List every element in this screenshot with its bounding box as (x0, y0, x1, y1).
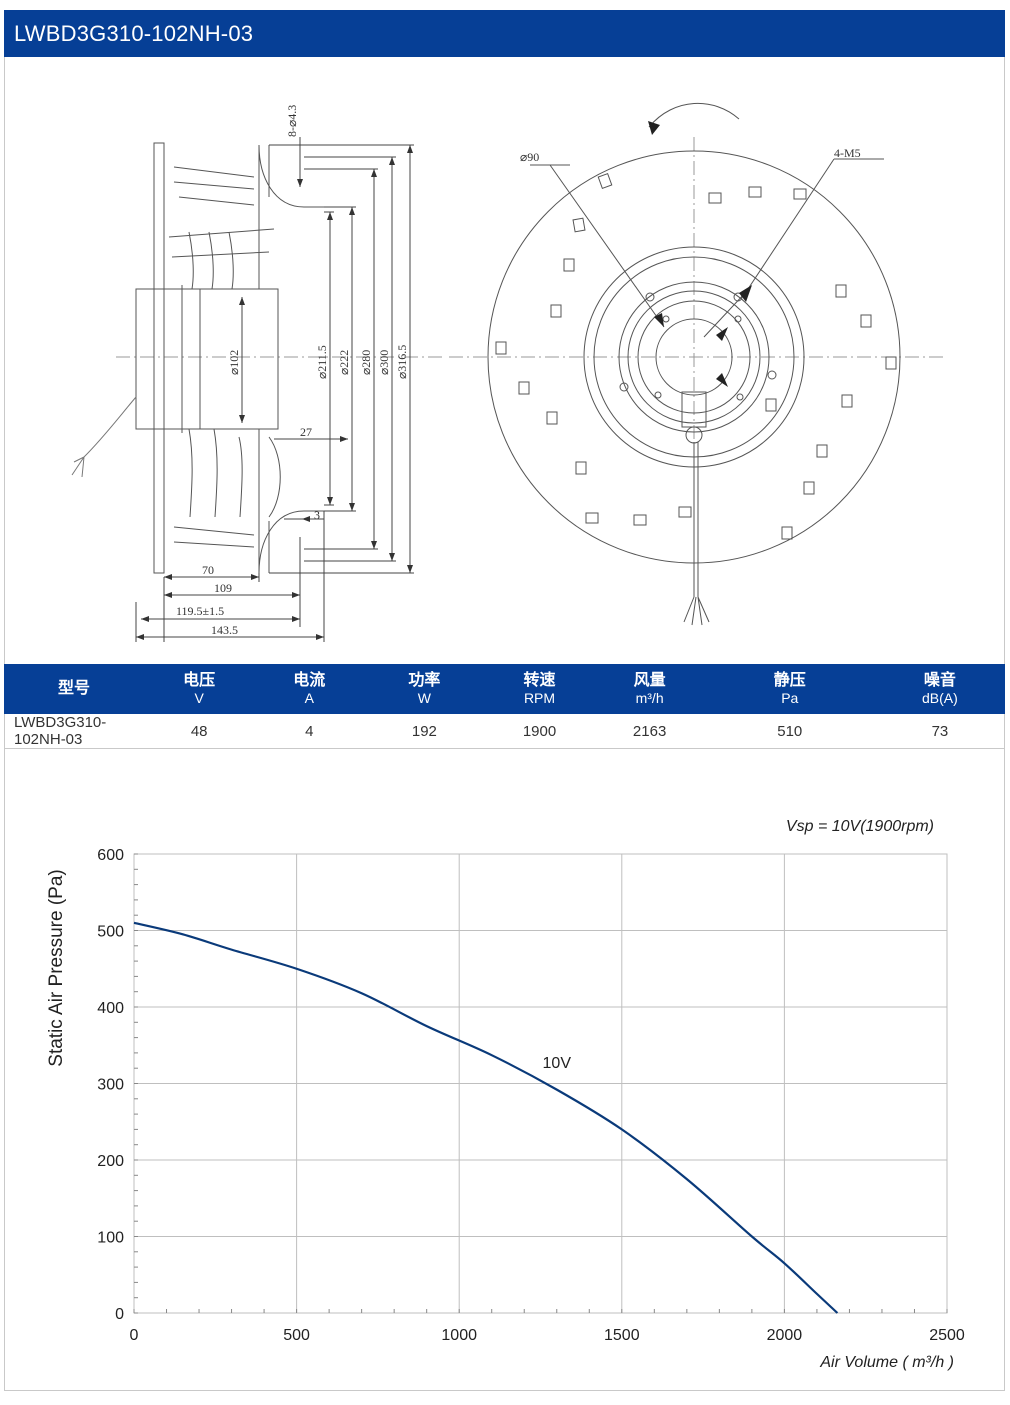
cell-noise: 73 (874, 714, 1005, 749)
spec-table: 型号 电压 V 电流 A 功率 W 转速 RPM 风量 m³/h 静压 Pa 噪音 dB(A)… (4, 664, 1005, 749)
header-voltage: 电压 V (144, 664, 255, 714)
grid-layer (133, 853, 948, 1314)
spec-row: LWBD3G310-102NH-03 48 4 192 1900 2163 51… (4, 714, 1005, 749)
y-tick-label: 100 (97, 1230, 124, 1247)
chart-annotation: Vsp = 10V(1900rpm) (786, 818, 934, 835)
header-model: 型号 (4, 664, 145, 714)
dim-motor-diameter: ⌀102 (227, 350, 241, 375)
dim-280: ⌀280 (359, 350, 373, 375)
y-tick-label: 200 (97, 1153, 124, 1170)
cell-voltage: 48 (144, 714, 255, 749)
header-speed: 转速 RPM (484, 664, 595, 714)
x-axis-label: Air Volume ( m³/h ) (819, 1354, 954, 1371)
dim-90: ⌀90 (520, 150, 539, 164)
header-power: 功率 W (364, 664, 485, 714)
dim-m5: 4-M5 (834, 146, 861, 160)
fan-dimension-drawing: 8-⌀4.3 ⌀102 ⌀211.5 ⌀222 ⌀280 ⌀300 ⌀316.5… (71, 102, 944, 642)
header-pressure: 静压 Pa (704, 664, 875, 714)
x-tick-label: 2000 (767, 1327, 803, 1344)
header-current: 电流 A (254, 664, 365, 714)
x-tick-label: 1000 (441, 1327, 477, 1344)
cell-model: LWBD3G310-102NH-03 (4, 714, 145, 749)
y-axis-label: Static Air Pressure (Pa) (46, 869, 67, 1066)
dim-70: 70 (202, 563, 214, 577)
front-view-arrows (648, 121, 752, 387)
y-tick-label: 0 (115, 1306, 124, 1323)
dim-holes: 8-⌀4.3 (285, 105, 299, 137)
dim-3: 3 (314, 508, 320, 522)
page-title: LWBD3G310-102NH-03 (4, 10, 1005, 57)
cell-power: 192 (364, 714, 485, 749)
header-airflow: 风量 m³/h (594, 664, 705, 714)
side-view (71, 137, 444, 642)
cell-speed: 1900 (484, 714, 595, 749)
header-noise: 噪音 dB(A) (874, 664, 1005, 714)
dim-143: 143.5 (211, 623, 238, 637)
dim-27: 27 (300, 425, 312, 439)
series-line-10V (133, 921, 839, 1314)
y-tick-label: 400 (97, 1000, 124, 1017)
dim-119: 119.5±1.5 (176, 604, 224, 618)
performance-chart: 0 500 1000 1500 2000 2500 0 100 200 300 400 500 600 … (4, 743, 1005, 1391)
dim-222: ⌀222 (337, 350, 351, 375)
front-view (449, 102, 944, 626)
spec-header-row: 型号 电压 V 电流 A 功率 W 转速 RPM 风量 m³/h 静压 Pa 噪音 dB(A) (4, 664, 1005, 714)
x-tick-label: 0 (130, 1327, 139, 1344)
x-tick-label: 1500 (604, 1327, 640, 1344)
series-layer: 10V (133, 921, 839, 1314)
cell-airflow: 2163 (594, 714, 705, 749)
cell-current: 4 (254, 714, 365, 749)
technical-drawing: 8-⌀4.3 ⌀102 ⌀211.5 ⌀222 ⌀280 ⌀300 ⌀316.5… (4, 57, 1005, 663)
y-tick-label: 600 (97, 847, 124, 864)
cell-pressure: 510 (704, 714, 875, 749)
dim-211: ⌀211.5 (315, 345, 329, 379)
dim-316: ⌀316.5 (395, 345, 409, 379)
x-tick-label: 2500 (929, 1327, 965, 1344)
side-view-dims: 8-⌀4.3 ⌀102 ⌀211.5 ⌀222 ⌀280 ⌀300 ⌀316.5… (176, 105, 409, 637)
x-tick-label: 500 (283, 1327, 310, 1344)
dim-300: ⌀300 (377, 350, 391, 375)
tick-layer: 0 500 1000 1500 2000 2500 0 100 200 300 400 500 600 (97, 847, 965, 1344)
performance-chart-svg: 0 500 1000 1500 2000 25000100200300400500600 … (46, 818, 965, 1371)
y-tick-label: 300 (97, 1077, 124, 1094)
y-tick-label: 500 (97, 924, 124, 941)
series-label: 10V (543, 1055, 572, 1072)
dim-109: 109 (214, 581, 232, 595)
